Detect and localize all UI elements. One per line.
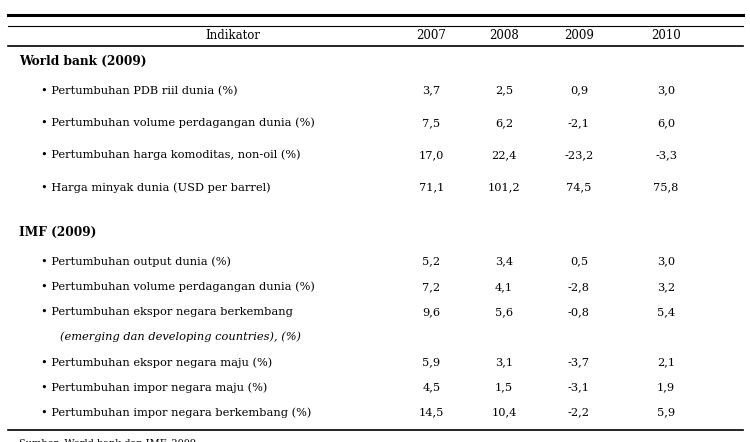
Text: 14,5: 14,5 <box>419 408 444 418</box>
Text: Indikator: Indikator <box>205 29 260 42</box>
Text: -2,2: -2,2 <box>568 408 590 418</box>
Text: 101,2: 101,2 <box>488 183 520 192</box>
Text: 17,0: 17,0 <box>419 150 444 160</box>
Text: -3,7: -3,7 <box>568 357 590 367</box>
Text: • Pertumbuhan PDB riil dunia (%): • Pertumbuhan PDB riil dunia (%) <box>41 85 238 96</box>
Text: • Pertumbuhan impor negara berkembang (%): • Pertumbuhan impor negara berkembang (%… <box>41 408 312 418</box>
Text: -0,8: -0,8 <box>568 307 590 317</box>
Text: 9,6: 9,6 <box>422 307 440 317</box>
Text: Sumber: World bank dan IMF, 2009: Sumber: World bank dan IMF, 2009 <box>19 438 196 442</box>
Text: 0,9: 0,9 <box>570 86 588 95</box>
Text: 3,7: 3,7 <box>422 86 440 95</box>
Text: World bank (2009): World bank (2009) <box>19 55 146 69</box>
Text: 5,9: 5,9 <box>422 357 440 367</box>
Text: 10,4: 10,4 <box>491 408 517 418</box>
Text: • Pertumbuhan ekspor negara maju (%): • Pertumbuhan ekspor negara maju (%) <box>41 357 272 368</box>
Text: -2,8: -2,8 <box>568 282 590 292</box>
Text: 2007: 2007 <box>416 29 446 42</box>
Text: • Pertumbuhan output dunia (%): • Pertumbuhan output dunia (%) <box>41 256 231 267</box>
Text: 6,2: 6,2 <box>495 118 513 128</box>
Text: 22,4: 22,4 <box>491 150 517 160</box>
Text: • Pertumbuhan volume perdagangan dunia (%): • Pertumbuhan volume perdagangan dunia (… <box>41 118 315 128</box>
Text: 3,0: 3,0 <box>657 86 675 95</box>
Text: 75,8: 75,8 <box>653 183 679 192</box>
Text: (emerging dan developing countries), (%): (emerging dan developing countries), (%) <box>60 332 301 343</box>
Text: • Harga minyak dunia (USD per barrel): • Harga minyak dunia (USD per barrel) <box>41 182 271 193</box>
Text: -3,1: -3,1 <box>568 382 590 392</box>
Text: • Pertumbuhan harga komoditas, non-oil (%): • Pertumbuhan harga komoditas, non-oil (… <box>41 150 301 160</box>
Text: 3,4: 3,4 <box>495 257 513 267</box>
Text: • Pertumbuhan ekspor negara berkembang: • Pertumbuhan ekspor negara berkembang <box>41 307 293 317</box>
Text: 0,5: 0,5 <box>570 257 588 267</box>
Text: 2010: 2010 <box>651 29 681 42</box>
Text: -23,2: -23,2 <box>564 150 594 160</box>
Text: 74,5: 74,5 <box>566 183 592 192</box>
Text: 5,4: 5,4 <box>657 307 675 317</box>
Text: 71,1: 71,1 <box>419 183 444 192</box>
Text: 7,5: 7,5 <box>422 118 440 128</box>
Text: 2008: 2008 <box>489 29 519 42</box>
Text: 3,1: 3,1 <box>495 357 513 367</box>
Text: 4,1: 4,1 <box>495 282 513 292</box>
Text: 7,2: 7,2 <box>422 282 440 292</box>
Text: 5,6: 5,6 <box>495 307 513 317</box>
Text: 2,1: 2,1 <box>657 357 675 367</box>
Text: -3,3: -3,3 <box>655 150 677 160</box>
Text: 4,5: 4,5 <box>422 382 440 392</box>
Text: • Pertumbuhan impor negara maju (%): • Pertumbuhan impor negara maju (%) <box>41 382 268 393</box>
Text: 1,9: 1,9 <box>657 382 675 392</box>
Text: 2,5: 2,5 <box>495 86 513 95</box>
Text: -2,1: -2,1 <box>568 118 590 128</box>
Text: 5,2: 5,2 <box>422 257 440 267</box>
Text: IMF (2009): IMF (2009) <box>19 226 96 240</box>
Text: • Pertumbuhan volume perdagangan dunia (%): • Pertumbuhan volume perdagangan dunia (… <box>41 282 315 292</box>
Text: 2009: 2009 <box>564 29 594 42</box>
Text: 1,5: 1,5 <box>495 382 513 392</box>
Text: 5,9: 5,9 <box>657 408 675 418</box>
Text: 3,0: 3,0 <box>657 257 675 267</box>
Text: 3,2: 3,2 <box>657 282 675 292</box>
Text: 6,0: 6,0 <box>657 118 675 128</box>
